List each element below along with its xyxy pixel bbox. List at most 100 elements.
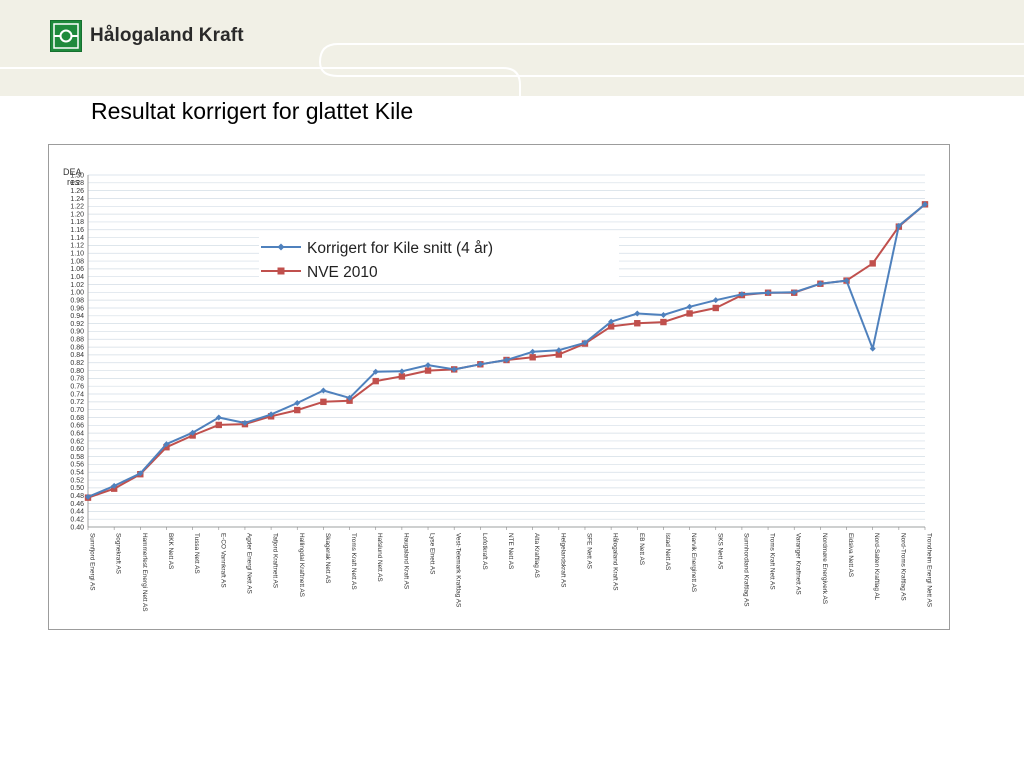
data-point	[398, 373, 406, 380]
x-tick-label: Troms Kraft Nett AS	[769, 533, 776, 590]
data-point	[869, 260, 876, 267]
data-point	[529, 354, 536, 361]
data-point	[843, 277, 850, 284]
data-point	[268, 411, 275, 418]
data-point	[346, 394, 353, 401]
x-tick-label: Narvik Energinett AS	[690, 533, 697, 592]
data-point	[581, 339, 588, 346]
y-tick-label: 1.22	[70, 204, 84, 211]
x-tick-label: Varanger Kraftnett AS	[795, 533, 802, 595]
y-tick-label: 1.10	[70, 251, 84, 258]
y-axis-label-line: DEA	[63, 167, 82, 177]
y-tick-label: 0.60	[70, 446, 84, 453]
y-tick-label: 0.68	[70, 415, 84, 422]
y-tick-label: 1.08	[70, 258, 84, 265]
x-tick-label: Troms Kraft Nett AS	[350, 533, 357, 590]
y-tick-label: 0.52	[70, 477, 84, 484]
y-tick-label: 1.16	[70, 227, 84, 234]
x-tick-label: SKS Nett AS	[716, 533, 723, 569]
y-tick-label: 0.48	[70, 493, 84, 500]
y-tick-label: 0.82	[70, 360, 84, 367]
data-point	[294, 406, 301, 414]
data-point	[712, 297, 719, 304]
legend-marker	[277, 243, 285, 251]
y-tick-label: 1.04	[70, 274, 84, 281]
data-point	[320, 398, 327, 406]
x-tick-label: Skagerak Nett AS	[324, 533, 331, 583]
y-tick-label: 1.14	[70, 235, 84, 242]
y-tick-label: 0.54	[70, 470, 84, 477]
y-tick-label: 0.66	[70, 423, 84, 430]
y-tick-label: 1.02	[70, 282, 84, 289]
brand-logo: Hålogaland Kraft	[50, 20, 244, 52]
x-tick-label: Sognekraft AS	[115, 533, 122, 574]
y-tick-label: 1.06	[70, 266, 84, 273]
data-point	[111, 482, 118, 489]
data-point	[424, 367, 432, 374]
data-point	[608, 318, 615, 325]
y-tick-label: 0.70	[70, 407, 84, 414]
data-point	[791, 289, 798, 296]
y-tick-label: 0.76	[70, 384, 84, 391]
data-point	[555, 351, 563, 358]
y-tick-label: 1.20	[70, 211, 84, 218]
data-point	[372, 368, 379, 375]
x-tick-label: Lyse Elnett AS	[429, 533, 436, 574]
y-tick-label: 0.64	[70, 430, 84, 437]
data-point	[922, 201, 928, 208]
data-point	[634, 310, 641, 317]
brand-name: Hålogaland Kraft	[90, 25, 244, 46]
y-tick-label: 0.84	[70, 352, 84, 359]
chart-frame: 0.40 0.42 0.44 0.46 0.48 0.50 0.52 0.54 0.56 0.58…	[48, 144, 950, 630]
y-tick-label: 0.96	[70, 305, 84, 312]
data-point	[398, 368, 405, 375]
x-tick-label: Hålogaland Kraft AS	[612, 533, 620, 591]
data-point	[607, 323, 615, 330]
y-tick-label: 0.46	[70, 501, 84, 508]
x-tick-label: Nord-Troms Kraftlag AS	[899, 533, 906, 601]
x-tick-label: BKK Nett AS	[167, 533, 174, 569]
legend-label: NVE 2010	[307, 264, 378, 281]
y-tick-label: 0.58	[70, 454, 84, 461]
data-point	[425, 362, 432, 369]
y-tick-label: 0.56	[70, 462, 84, 469]
y-tick-label: 0.92	[70, 321, 84, 328]
y-tick-label: 1.18	[70, 219, 84, 226]
data-point	[320, 387, 327, 394]
y-tick-label: 0.86	[70, 344, 84, 351]
x-tick-label: Hallingdal Kraftnett AS	[298, 533, 305, 597]
data-point	[241, 419, 248, 426]
y-tick-label: 1.24	[70, 196, 84, 203]
data-point	[765, 289, 772, 296]
data-point	[686, 303, 693, 310]
y-tick-label: 0.88	[70, 337, 84, 344]
legend-label: Korrigert for Kile snitt (4 år)	[307, 240, 493, 257]
y-tick-label: 1.26	[70, 188, 84, 195]
line-chart: 0.400.420.440.460.480.500.520.540.560.58…	[63, 167, 933, 612]
data-point	[189, 429, 196, 436]
x-tick-label: NTE Nett AS	[507, 533, 514, 569]
x-tick-label: Tussa Nett AS	[193, 533, 200, 574]
header-band	[0, 0, 1024, 96]
y-tick-label: 0.74	[70, 391, 84, 398]
data-point	[163, 444, 170, 451]
x-tick-label: Agder Energi Nett AS	[245, 533, 252, 594]
x-tick-label: Nordmøre Energiverk AS	[821, 533, 828, 604]
x-tick-label: EB Nett AS	[638, 533, 645, 565]
data-point	[137, 470, 144, 477]
y-tick-label: 0.40	[70, 524, 84, 531]
data-point	[163, 441, 170, 448]
y-tick-label: 1.12	[70, 243, 84, 250]
data-point	[895, 222, 902, 229]
y-tick-label: 0.94	[70, 313, 84, 320]
x-tick-label: E-CO Vannkraft AS	[219, 533, 226, 588]
data-point	[215, 414, 222, 421]
y-tick-label: 0.44	[70, 509, 84, 516]
data-point	[503, 356, 510, 363]
x-tick-label: Istad Nett AS	[664, 533, 671, 570]
x-tick-label: Eidsiva Nett AS	[847, 533, 854, 577]
data-point	[451, 366, 458, 373]
x-tick-label: Lofotkraft AS	[481, 533, 488, 570]
brand-logo-icon	[50, 20, 82, 52]
data-point	[738, 291, 745, 298]
